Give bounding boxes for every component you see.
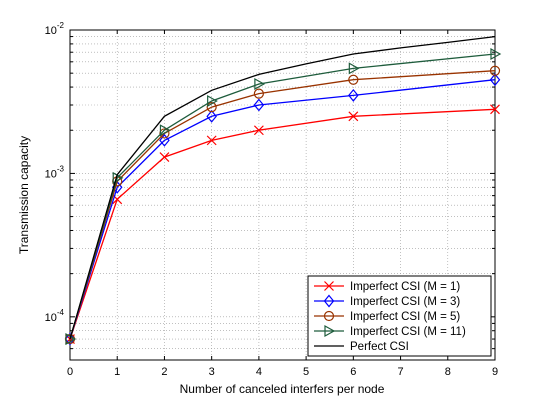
x-tick-label: 4 [256,366,262,378]
marker-circle [323,310,335,322]
marker-cross [159,152,170,162]
marker-cross [324,281,334,291]
x-tick-label: 5 [303,366,309,378]
series-5 [69,35,496,340]
marker-cross [348,111,359,122]
legend-label: Perfect CSI [350,341,409,353]
legend-entry: Imperfect CSI (M = 5) [314,310,460,323]
marker-triangle [254,78,266,91]
y-tick-label: 10-4 [45,308,65,324]
marker-cross [490,104,500,115]
legend: Imperfect CSI (M = 1) Imperfect CSI (M = … [307,275,492,357]
x-tick-label: 6 [350,366,356,378]
marker-circle [489,65,501,76]
marker-triangle [324,324,336,338]
marker-triangle [207,94,218,107]
marker-cross [253,125,264,136]
legend-label: Imperfect CSI (M = 1) [350,281,460,293]
x-tick-label: 8 [445,366,451,378]
marker-cross [206,135,217,146]
marker-diamond [64,332,76,346]
marker-circle [348,74,359,85]
marker-triangle [159,124,171,137]
y-tick-label: 10-3 [45,164,65,180]
marker-triangle [490,48,502,61]
marker-circle [253,88,264,99]
marker-triangle [348,62,360,75]
series-line [69,79,496,340]
legend-label: Imperfect CSI (M = 3) [350,296,460,308]
legend-entry: Imperfect CSI (M = 3) [314,294,460,308]
legend-label: Imperfect CSI (M = 11) [350,326,466,338]
marker-diamond [206,109,217,123]
x-axis-label: Number of canceled interfers per node [180,382,385,396]
marker-diamond [323,294,335,308]
series-1 [65,104,500,344]
plot-frame [69,29,496,361]
x-tick-label: 0 [67,366,73,378]
series-4 [65,48,502,346]
series-lines [64,35,502,346]
marker-diamond [159,133,170,147]
marker-diamond [253,98,265,112]
axis-ticks: 0 1 2 3 4 5 6 7 8 9 10-4 10-3 10-2 [45,21,498,378]
x-tick-label: 9 [492,366,498,378]
legend-entry: Perfect CSI [314,341,409,353]
x-tick-label: 3 [209,366,215,378]
marker-triangle [112,171,124,184]
x-tick-label: 2 [161,366,167,378]
marker-diamond [489,73,501,87]
series-line [69,53,496,340]
y-tick-label: 10-2 [45,21,65,37]
marker-diamond [348,88,359,102]
legend-label: Imperfect CSI (M = 5) [350,311,460,323]
legend-entry: Imperfect CSI (M = 1) [314,281,460,293]
x-tick-label: 7 [397,366,403,378]
marker-circle [206,101,217,113]
y-axis-label: Transmission capacity [17,136,31,254]
legend-entry: Imperfect CSI (M = 11) [314,324,466,338]
series-2 [64,73,501,346]
series-line [69,35,496,340]
x-tick-label: 1 [114,366,120,378]
